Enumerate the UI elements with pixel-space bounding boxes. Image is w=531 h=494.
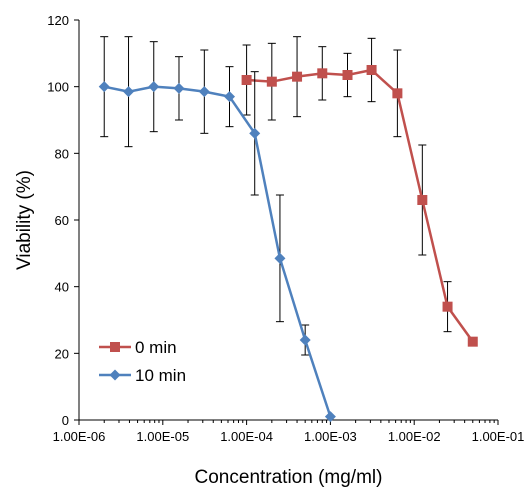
- axes: 0 20 40 60 80 100 120 1.00E-06 1.00E-05 1.00E-04 1…: [47, 13, 524, 444]
- series-line: [246, 68, 474, 343]
- legend-label: 10 min: [135, 366, 186, 385]
- x-tick-label: 1.00E-02: [388, 429, 441, 444]
- data-point: [98, 81, 110, 93]
- data-point: [317, 68, 328, 79]
- y-tick-label: 120: [47, 13, 69, 28]
- x-axis-title: Concentration (mg/ml): [195, 467, 383, 488]
- legend-marker: [110, 342, 120, 352]
- data-point: [442, 301, 453, 312]
- data-point: [123, 86, 135, 98]
- data-point: [299, 334, 311, 346]
- data-point: [249, 127, 261, 139]
- x-tick-label: 1.00E-05: [136, 429, 189, 444]
- data-point: [198, 86, 210, 98]
- legend-item: 10 min: [99, 366, 186, 385]
- y-tick-label: 0: [62, 413, 69, 428]
- series-line: [103, 85, 332, 418]
- legend-item: 0 min: [99, 338, 177, 357]
- legend: 0 min 10 min: [99, 338, 186, 385]
- y-tick-label: 80: [55, 146, 69, 161]
- data-point: [148, 81, 160, 93]
- data-point: [417, 195, 428, 205]
- series-layer: [98, 36, 478, 423]
- data-point: [241, 75, 252, 85]
- y-tick-label: 100: [47, 80, 69, 95]
- legend-marker: [109, 369, 121, 381]
- data-point: [366, 65, 377, 75]
- series-10-min: [98, 36, 336, 423]
- data-point: [173, 82, 185, 94]
- y-tick-label: 60: [55, 213, 69, 228]
- data-point: [292, 71, 303, 82]
- y-axis-title: Viability (%): [14, 170, 35, 270]
- y-tick-label: 40: [55, 280, 69, 295]
- plot-background: [79, 20, 498, 420]
- plot-area: [79, 20, 498, 420]
- series-0-min: [241, 36, 478, 347]
- legend-label: 0 min: [135, 338, 177, 357]
- x-tick-label: 1.00E-01: [472, 429, 525, 444]
- x-tick-label: 1.00E-03: [304, 429, 357, 444]
- data-point: [342, 70, 353, 80]
- data-point: [266, 76, 277, 87]
- data-point: [274, 252, 286, 264]
- data-point: [392, 88, 403, 99]
- data-point: [223, 91, 235, 103]
- y-tick-label: 20: [55, 346, 69, 361]
- x-tick-label: 1.00E-06: [53, 429, 106, 444]
- x-tick-label: 1.00E-04: [220, 429, 273, 444]
- data-point: [324, 411, 336, 423]
- data-point: [467, 336, 478, 347]
